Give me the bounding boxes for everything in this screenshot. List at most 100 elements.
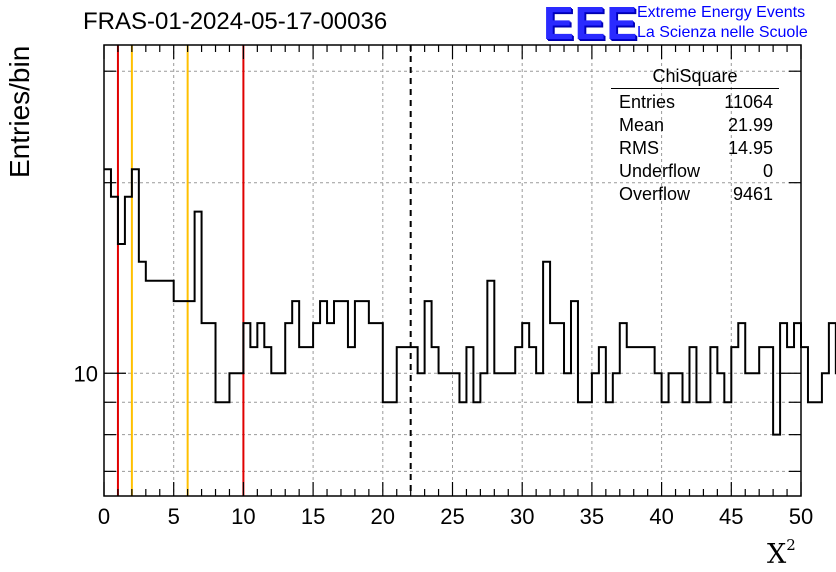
- histogram-bin: [745, 373, 752, 496]
- x-tick-label: 15: [301, 504, 325, 529]
- histogram-bin: [222, 402, 229, 496]
- histogram-bin: [425, 301, 432, 496]
- histogram-bin: [829, 323, 836, 496]
- histogram-bin: [808, 402, 815, 496]
- stats-row-rms: RMS 14.95: [611, 137, 779, 160]
- histogram-bin: [250, 347, 257, 496]
- histogram-bin: [195, 212, 202, 496]
- x-tick-label: 25: [440, 504, 464, 529]
- axes: [103, 44, 802, 497]
- histogram-bin: [404, 347, 411, 496]
- histogram-bin: [592, 373, 599, 496]
- histogram-bin: [278, 373, 285, 496]
- histogram-bin: [773, 435, 780, 496]
- reference-lines: [116, 45, 412, 496]
- histogram-bin: [696, 402, 703, 496]
- histogram-bin: [752, 373, 759, 496]
- histogram-bin: [599, 347, 606, 496]
- histogram-bin: [390, 402, 397, 496]
- histogram-bin: [160, 281, 167, 496]
- y-tick-label: 10: [74, 361, 98, 386]
- stats-label: Mean: [619, 115, 665, 135]
- histogram-bin: [411, 347, 418, 496]
- histogram-bin: [104, 169, 111, 496]
- histogram-bin: [348, 347, 355, 496]
- histogram-bin: [571, 301, 578, 496]
- histogram-bin: [731, 347, 738, 496]
- stats-title: ChiSquare: [611, 66, 779, 89]
- histogram-bin: [606, 402, 613, 496]
- histogram-bin: [641, 347, 648, 496]
- stats-row-underflow: Underflow 0: [611, 160, 779, 183]
- histogram-bin: [111, 197, 118, 496]
- stats-value: 11064: [724, 92, 773, 112]
- histogram-bin: [759, 347, 766, 496]
- stats-value: 14.95: [727, 138, 773, 158]
- stats-box: ChiSquare Entries 11064 Mean 21.99 RMS 1…: [611, 66, 779, 206]
- histogram-bin: [209, 323, 216, 496]
- histogram-bin: [508, 373, 515, 496]
- histogram-bin: [522, 323, 529, 496]
- x-tick-label: 45: [719, 504, 743, 529]
- stats-label: Underflow: [619, 161, 701, 181]
- histogram-bin: [292, 301, 299, 496]
- histogram-bin: [376, 323, 383, 496]
- histogram-bin: [362, 301, 369, 496]
- histogram-bin: [822, 373, 829, 496]
- histogram-bin: [153, 281, 160, 496]
- histogram-bin: [620, 323, 627, 496]
- x-tick-label: 0: [98, 504, 110, 529]
- histogram-bin: [146, 281, 153, 496]
- histogram-bin: [202, 323, 209, 496]
- histogram-bin: [655, 373, 662, 496]
- x-axis-label-superscript: 2: [786, 536, 796, 554]
- histogram-bin: [341, 301, 348, 496]
- histogram-bin: [494, 373, 501, 496]
- histogram-bin: [689, 347, 696, 496]
- histogram-bin: [766, 347, 773, 496]
- x-tick-label: 40: [649, 504, 673, 529]
- y-axis-label: Entries/bin: [4, 45, 35, 178]
- histogram-bin: [480, 373, 487, 496]
- histogram-bin: [453, 373, 460, 496]
- stats-label: Overflow: [619, 184, 691, 204]
- stats-label: Entries: [619, 92, 676, 112]
- histogram-bin: [676, 373, 683, 496]
- histogram-bin: [216, 402, 223, 496]
- stats-label: RMS: [619, 138, 659, 158]
- x-tick-label: 10: [231, 504, 255, 529]
- tick-labels: 0 5 10 15 20 25 30 35 40 45 50 10: [74, 361, 814, 529]
- x-tick-label: 50: [789, 504, 813, 529]
- histogram-bin: [557, 323, 564, 496]
- histogram-bin: [306, 347, 313, 496]
- histogram-bin: [271, 373, 278, 496]
- stats-value: 0: [762, 161, 773, 181]
- x-axis-label-text: X: [767, 539, 787, 570]
- histogram-bin: [174, 301, 181, 496]
- histogram-bin: [459, 402, 466, 496]
- histogram-bin: [132, 169, 139, 496]
- histogram-bin: [564, 373, 571, 496]
- histogram-bin: [648, 347, 655, 496]
- histogram-bin: [703, 402, 710, 496]
- histogram-bin: [724, 402, 731, 496]
- histogram-bin: [543, 262, 550, 496]
- chart-title: FRAS-01-2024-05-17-00036: [83, 8, 388, 35]
- stats-value: 21.99: [727, 115, 773, 135]
- histogram-bin: [118, 244, 125, 496]
- histogram-bin: [738, 323, 745, 496]
- histogram-bin: [787, 347, 794, 496]
- logo-line-1: Extreme Energy Events: [637, 4, 806, 21]
- eee-logo: EEE: [543, 0, 639, 49]
- histogram-bin: [536, 373, 543, 496]
- logo-line-2: La Scienza nelle Scuole: [637, 24, 808, 41]
- histogram-bin: [320, 301, 327, 496]
- histogram-bin: [578, 402, 585, 496]
- histogram-bin: [801, 347, 808, 496]
- histogram-bin: [139, 262, 146, 496]
- histogram-bin: [794, 323, 801, 496]
- histogram-bin: [501, 373, 508, 496]
- histogram-bin: [487, 281, 494, 496]
- stats-row-entries: Entries 11064: [611, 91, 779, 114]
